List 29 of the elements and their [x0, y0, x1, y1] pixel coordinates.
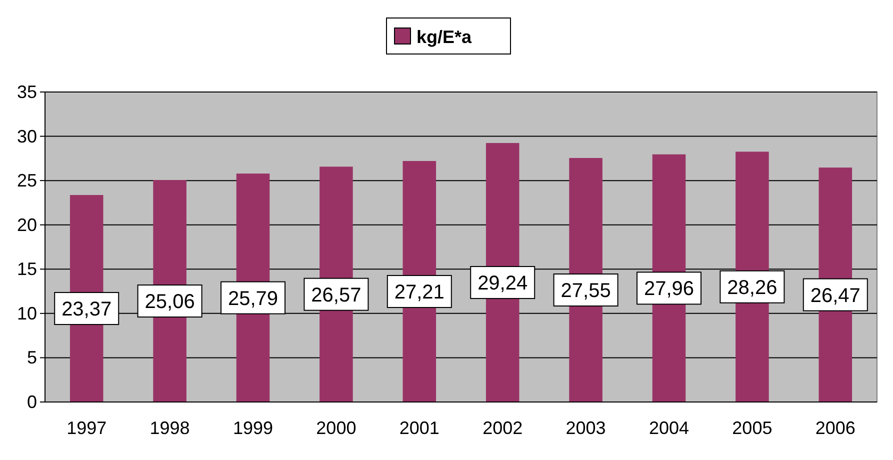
legend-label: kg/E*a — [416, 27, 473, 47]
y-tick-label: 35 — [16, 82, 37, 102]
y-tick-label: 15 — [16, 259, 37, 280]
x-tick-label: 2002 — [482, 418, 523, 438]
text: 28,26 — [727, 276, 778, 299]
y-tick-label: 25 — [16, 170, 37, 191]
text: 25,79 — [228, 288, 278, 310]
x-tick-label: 2004 — [648, 418, 690, 438]
y-tick-label: 0 — [26, 392, 37, 412]
text: 26,47 — [810, 284, 860, 307]
y-tick-label: 5 — [26, 348, 37, 368]
y-tick-label: 20 — [16, 214, 37, 235]
x-tick-label: 1997 — [66, 418, 107, 438]
x-tick-label: 2006 — [815, 418, 856, 438]
text: 26,57 — [311, 284, 362, 306]
x-tick-label: 2000 — [316, 418, 356, 438]
x-tick-label: 2001 — [399, 418, 440, 438]
x-tick-label: 2005 — [732, 418, 772, 438]
text: 27,96 — [644, 278, 694, 300]
text: 29,24 — [478, 272, 528, 295]
x-tick-label: 2003 — [566, 418, 606, 438]
y-tick-label: 30 — [16, 126, 37, 146]
x-tick-label: 1998 — [150, 418, 190, 438]
y-tick-label: 10 — [16, 303, 37, 324]
text: 27,21 — [394, 282, 444, 304]
text: 27,55 — [560, 280, 611, 302]
x-tick-label: 1999 — [232, 418, 274, 438]
text: 25,06 — [144, 291, 195, 314]
text: 23,37 — [62, 298, 112, 321]
